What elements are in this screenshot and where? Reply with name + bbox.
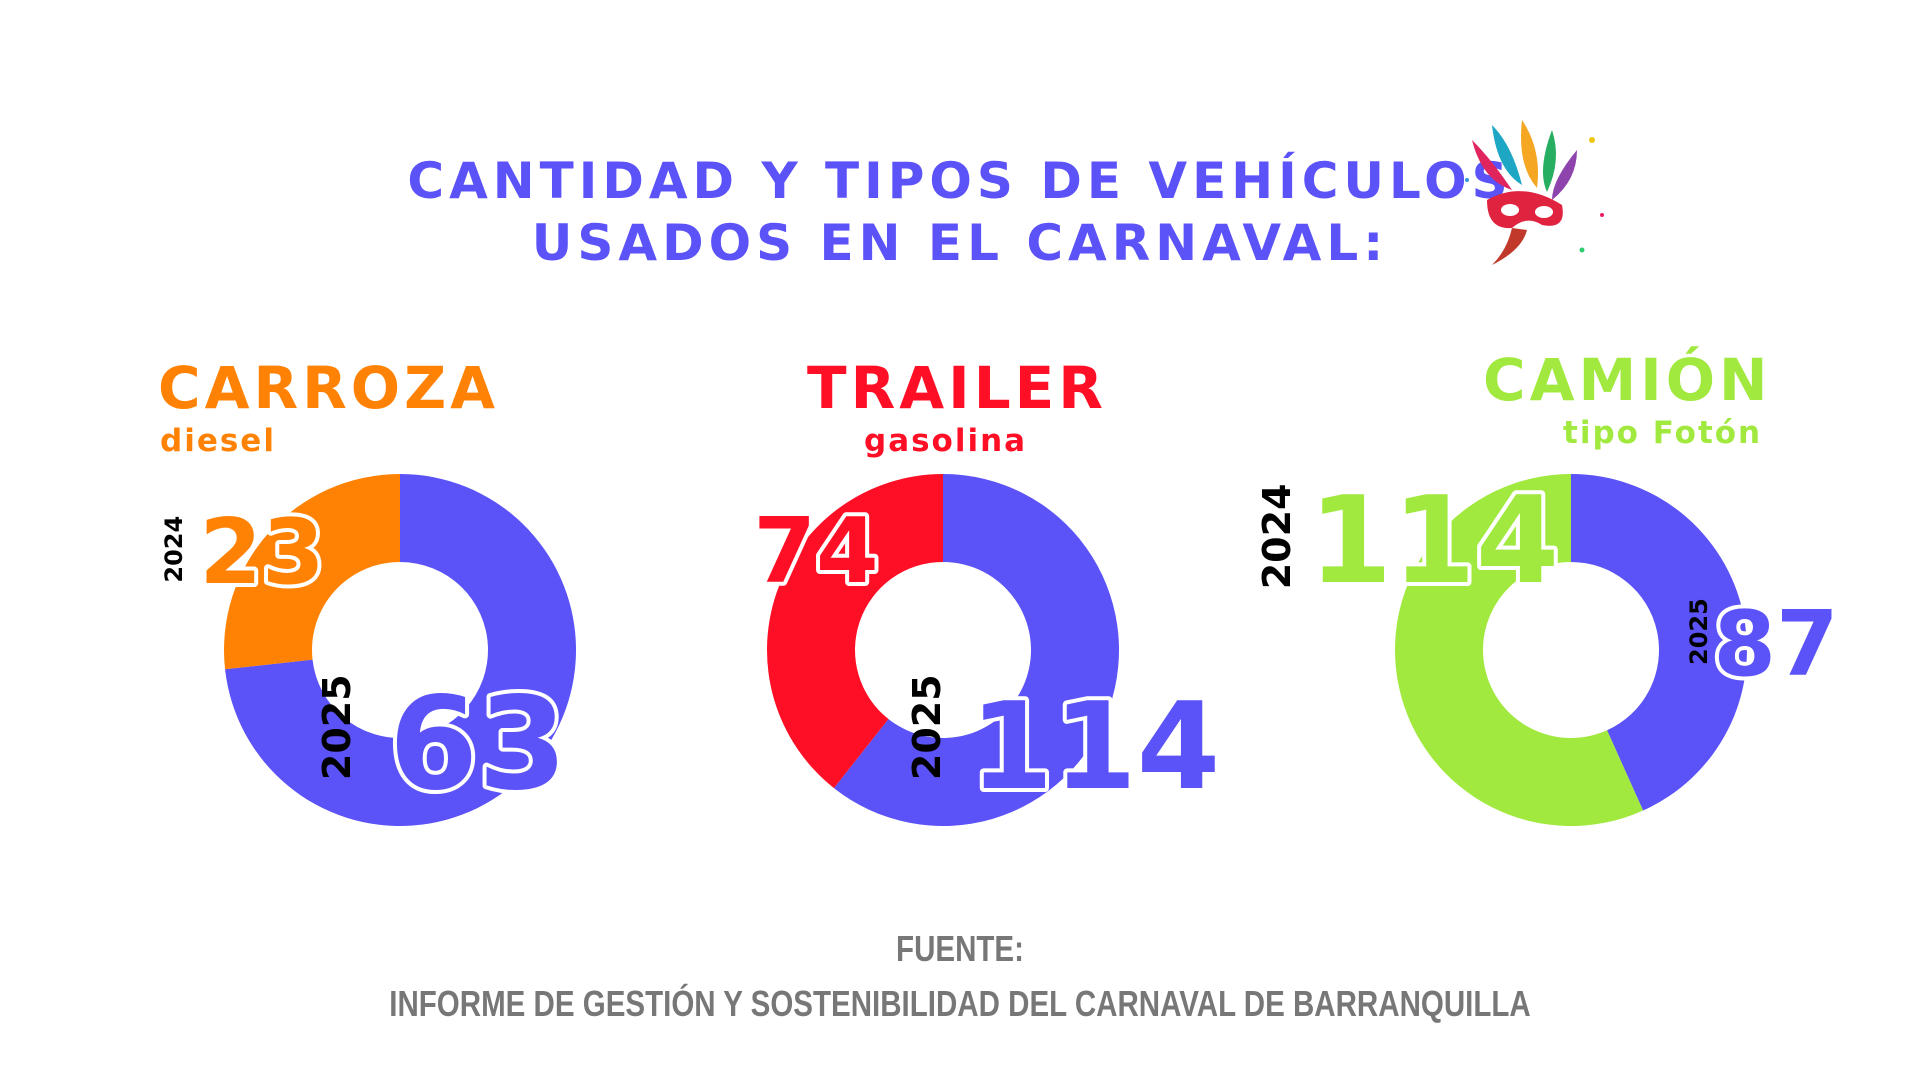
camion-subtitle: tipo Fotón (1563, 415, 1763, 451)
title-line-1: CANTIDAD Y TIPOS DE VEHÍCULOS (407, 152, 1513, 210)
trailer-subtitle: gasolina (864, 423, 1028, 459)
title-line-2: USADOS EN EL CARNAVAL: (531, 214, 1389, 272)
camion-year-label-2025: 2025 (1685, 598, 1713, 665)
trailer-value-2025: 114 (970, 678, 1221, 817)
carroza-slice-2024 (224, 474, 400, 670)
camion-value-2025: 87 (1713, 592, 1838, 697)
source-label: FUENTE: (896, 928, 1024, 969)
trailer-slice-2024 (767, 474, 943, 789)
trailer-slice-2025 (833, 474, 1119, 826)
trailer-year-label-2025: 2025 (905, 674, 949, 780)
carroza-title: CARROZA (158, 354, 500, 422)
camion-slice-2024 (1394, 474, 1644, 826)
trailer-value-2024: 74 (753, 499, 878, 604)
trailer-title: TRAILER (807, 354, 1107, 422)
carroza-subtitle: diesel (160, 423, 276, 459)
carroza-slice-2025 (225, 474, 576, 826)
camion-year-label-2024: 2024 (1255, 484, 1299, 590)
carnival-mask-icon (1465, 120, 1604, 265)
carroza-year-label-2025: 2025 (315, 674, 359, 780)
chart-title: CANTIDAD Y TIPOS DE VEHÍCULOS USADOS EN … (0, 150, 1920, 274)
source-text: INFORME DE GESTIÓN Y SOSTENIBILIDAD DEL … (389, 983, 1531, 1024)
carroza-value-2025: 63 (389, 670, 567, 819)
carroza-year-label-2024: 2024 (160, 516, 188, 583)
carroza-value-2024: 23 (199, 500, 324, 605)
camion-slice-2025 (1571, 474, 1747, 811)
camion-value-2024: 114 (1309, 472, 1560, 611)
camion-title: CAMIÓN (1483, 346, 1772, 414)
